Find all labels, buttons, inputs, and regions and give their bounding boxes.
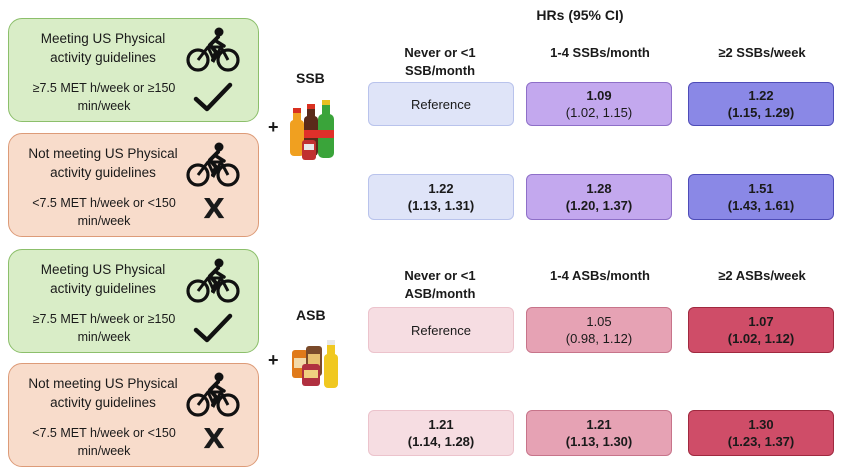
asb-column-header: ≥2 ASBs/week [718,268,806,283]
activity-box-not-meeting-ssb: Not meeting US Physical activity guideli… [8,133,259,237]
hr-cell: 1.21 (1.13, 1.30) [526,410,672,456]
hr-ci: (1.20, 1.37) [565,198,633,213]
hr-value: 1.30 [748,417,774,432]
hr-cell: 1.22 (1.15, 1.29) [688,82,834,126]
hr-ci: (1.23, 1.37) [727,434,795,449]
activity-criteria: <7.5 MET h/week or <150 min/week [32,196,176,228]
hr-cell: Reference [368,307,514,353]
check-icon [193,313,233,343]
activity-criteria: ≥7.5 MET h/week or ≥150 min/week [32,312,176,344]
hr-value: 1.28 [586,181,612,196]
hr-value: 1.22 [748,88,774,103]
asb-column-header: Never or <1 ASB/month [404,268,476,301]
hr-cell: 1.28 (1.20, 1.37) [526,174,672,220]
hr-ci: (1.14, 1.28) [407,434,475,449]
activity-criteria: <7.5 MET h/week or <150 min/week [32,426,176,458]
hr-cell: 1.07 (1.02, 1.12) [688,307,834,353]
activity-title: Not meeting US Physical activity guideli… [28,146,178,180]
hr-value: 1.07 [748,314,774,329]
hr-cell: Reference [368,82,514,126]
hr-cell: 1.05 (0.98, 1.12) [526,307,672,353]
hr-ci: (1.13, 1.30) [565,434,633,449]
hr-cell: 1.51 (1.43, 1.61) [688,174,834,220]
activity-box-not-meeting-asb: Not meeting US Physical activity guideli… [8,363,259,467]
hr-ci: (0.98, 1.12) [565,331,633,346]
ssb-column-header: Never or <1 SSB/month [404,45,476,78]
plus-sign: + [268,117,279,137]
ssb-column-header: ≥2 SSBs/week [718,45,806,60]
ssb-column-header: 1-4 SSBs/month [550,45,650,60]
hr-value: 1.09 [586,88,612,103]
artificially-sweetened-beverages-icon [292,340,338,388]
bicycle-icon [186,142,240,187]
hr-ci: (1.02, 1.15) [565,105,633,120]
hr-value: 1.21 [428,417,454,432]
hr-value: 1.51 [748,181,774,196]
hr-title: HRs (95% CI) [536,7,624,23]
bicycle-icon [186,258,240,303]
hr-cell: 1.09 (1.02, 1.15) [526,82,672,126]
hr-cell: 1.30 (1.23, 1.37) [688,410,834,456]
hr-value: Reference [411,96,471,112]
hr-value: 1.22 [428,181,454,196]
hr-cell: 1.22 (1.13, 1.31) [368,174,514,220]
asb-label: ASB [296,307,326,323]
activity-criteria: ≥7.5 MET h/week or ≥150 min/week [32,81,176,113]
check-icon [193,82,233,112]
plus-sign: + [268,350,279,370]
hr-value: Reference [411,322,471,338]
activity-box-meeting-asb: Meeting US Physical activity guidelines … [8,249,259,353]
activity-title: Not meeting US Physical activity guideli… [28,376,178,410]
bicycle-icon [186,27,240,72]
x-mark-icon: X [203,422,225,455]
hr-value: 1.21 [586,417,612,432]
sugar-sweetened-beverages-icon [290,100,334,160]
hr-ci: (1.02, 1.12) [727,331,795,346]
x-mark-icon: X [203,192,225,225]
hr-ci: (1.15, 1.29) [727,105,795,120]
hr-cell: 1.21 (1.14, 1.28) [368,410,514,456]
activity-title: Meeting US Physical activity guidelines [40,262,166,296]
hr-value: 1.05 [586,314,612,329]
hr-ci: (1.43, 1.61) [727,198,795,213]
bicycle-icon [186,372,240,417]
hr-ci: (1.13, 1.31) [407,198,475,213]
activity-title: Meeting US Physical activity guidelines [40,31,166,65]
activity-box-meeting-ssb: Meeting US Physical activity guidelines … [8,18,259,122]
ssb-label: SSB [296,70,325,86]
asb-column-header: 1-4 ASBs/month [550,268,650,283]
